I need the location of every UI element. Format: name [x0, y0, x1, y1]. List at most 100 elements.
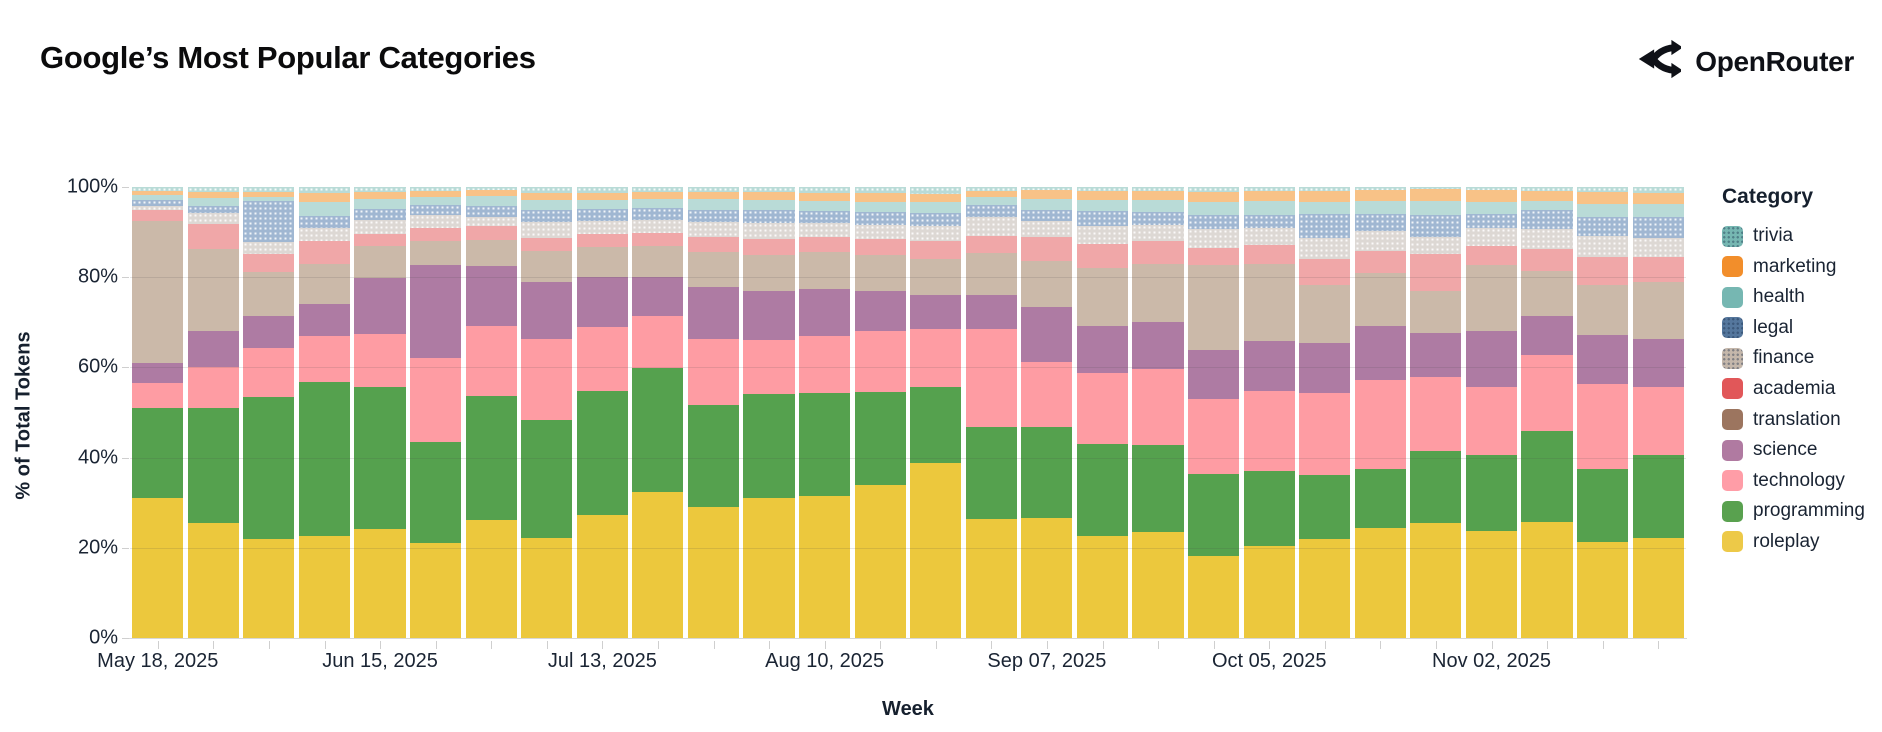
bar-segment-science[interactable]	[1577, 334, 1629, 384]
bar-segment-programming[interactable]	[465, 396, 517, 521]
bar-segment-programming[interactable]	[410, 441, 462, 543]
bar-segment-technology[interactable]	[1243, 390, 1295, 472]
bar-segment-finance[interactable]	[854, 225, 906, 239]
bar-segment-health[interactable]	[243, 196, 295, 202]
stacked-bar-sep-21-2025[interactable]	[1132, 187, 1184, 638]
stacked-bar-jul-27-2025[interactable]	[687, 187, 740, 638]
legend-item-marketing[interactable]: marketing	[1722, 256, 1865, 278]
stacked-bar-aug-31-2025[interactable]	[965, 187, 1017, 638]
bar-segment-trivia[interactable]	[576, 187, 628, 193]
bar-segment-finance[interactable]	[799, 223, 851, 237]
bar-segment-translation[interactable]	[799, 252, 851, 289]
bar-segment-translation[interactable]	[465, 240, 517, 267]
bar-segment-legal[interactable]	[576, 208, 628, 222]
bar-segment-technology[interactable]	[410, 357, 462, 442]
bar-segment-legal[interactable]	[354, 208, 406, 221]
bar-segment-programming[interactable]	[1132, 444, 1184, 533]
bar-segment-marketing[interactable]	[854, 193, 906, 202]
bar-segment-roleplay[interactable]	[1243, 546, 1295, 638]
legend-item-health[interactable]: health	[1722, 286, 1865, 308]
bar-segment-legal[interactable]	[465, 205, 517, 218]
stacked-bar-oct-05-2025[interactable]	[1243, 187, 1295, 638]
bar-segment-finance[interactable]	[410, 215, 462, 229]
bar-segment-translation[interactable]	[687, 251, 740, 287]
bar-segment-translation[interactable]	[521, 251, 573, 282]
bar-segment-programming[interactable]	[632, 368, 684, 493]
stacked-bar-nov-09-2025[interactable]	[1521, 187, 1573, 638]
bar-segment-technology[interactable]	[243, 348, 295, 398]
bar-segment-science[interactable]	[965, 295, 1017, 330]
bar-segment-finance[interactable]	[1132, 224, 1184, 242]
bar-segment-science[interactable]	[854, 290, 906, 332]
bar-segment-science[interactable]	[1410, 332, 1462, 378]
bar-segment-finance[interactable]	[298, 227, 351, 242]
stacked-bar-jul-06-2025[interactable]	[521, 187, 573, 638]
bar-segment-health[interactable]	[298, 201, 351, 217]
bar-segment-academia[interactable]	[1521, 248, 1573, 271]
bar-segment-translation[interactable]	[743, 254, 795, 291]
bar-segment-science[interactable]	[410, 264, 462, 358]
bar-segment-translation[interactable]	[1354, 273, 1406, 327]
bar-segment-marketing[interactable]	[187, 192, 239, 198]
bar-segment-technology[interactable]	[1354, 379, 1406, 469]
bar-segment-trivia[interactable]	[410, 187, 462, 191]
bar-segment-trivia[interactable]	[1410, 187, 1462, 190]
bar-segment-roleplay[interactable]	[632, 492, 684, 638]
bar-segment-technology[interactable]	[521, 339, 573, 421]
bar-segment-marketing[interactable]	[1299, 190, 1351, 202]
bar-segment-trivia[interactable]	[521, 187, 573, 194]
bar-segment-finance[interactable]	[465, 217, 517, 226]
bar-segment-health[interactable]	[1465, 201, 1518, 214]
bar-segment-translation[interactable]	[1188, 264, 1240, 350]
stacked-bar-nov-16-2025[interactable]	[1577, 187, 1629, 638]
bar-segment-trivia[interactable]	[354, 187, 406, 192]
bar-segment-marketing[interactable]	[298, 193, 351, 202]
bar-segment-trivia[interactable]	[1021, 187, 1073, 190]
bar-segment-academia[interactable]	[965, 235, 1017, 253]
legend-item-legal[interactable]: legal	[1722, 317, 1865, 339]
bar-segment-technology[interactable]	[298, 335, 351, 382]
bar-segment-finance[interactable]	[1410, 236, 1462, 254]
bar-segment-legal[interactable]	[1299, 213, 1351, 239]
bar-segment-roleplay[interactable]	[910, 462, 962, 638]
bar-segment-trivia[interactable]	[132, 187, 184, 191]
bar-segment-trivia[interactable]	[854, 187, 906, 194]
bar-segment-translation[interactable]	[1299, 284, 1351, 343]
bar-segment-translation[interactable]	[243, 271, 295, 316]
bar-segment-academia[interactable]	[465, 225, 517, 241]
bar-segment-legal[interactable]	[687, 209, 740, 223]
bar-segment-legal[interactable]	[743, 209, 795, 224]
bar-segment-translation[interactable]	[1465, 264, 1518, 331]
bar-segment-science[interactable]	[1188, 349, 1240, 399]
bar-segment-technology[interactable]	[1577, 383, 1629, 469]
bar-segment-academia[interactable]	[354, 234, 406, 247]
bar-segment-trivia[interactable]	[1076, 187, 1129, 191]
bar-segment-technology[interactable]	[1632, 386, 1684, 455]
bar-segment-finance[interactable]	[1577, 235, 1629, 258]
bar-segment-legal[interactable]	[521, 209, 573, 223]
stacked-bar-jul-20-2025[interactable]	[632, 187, 684, 638]
bar-segment-trivia[interactable]	[1632, 187, 1684, 193]
bar-segment-health[interactable]	[854, 201, 906, 212]
bar-segment-translation[interactable]	[1410, 291, 1462, 333]
bar-segment-trivia[interactable]	[1299, 187, 1351, 191]
bar-segment-health[interactable]	[1577, 204, 1629, 218]
stacked-bar-aug-24-2025[interactable]	[910, 187, 962, 638]
openrouter-logo[interactable]: OpenRouter	[1635, 36, 1854, 87]
bar-segment-translation[interactable]	[1076, 268, 1129, 326]
stacked-bar-may-25-2025[interactable]	[187, 187, 239, 638]
stacked-bar-sep-07-2025[interactable]	[1021, 187, 1073, 638]
bar-segment-marketing[interactable]	[743, 192, 795, 200]
bar-segment-programming[interactable]	[132, 408, 184, 499]
bar-segment-technology[interactable]	[1076, 373, 1129, 445]
bar-segment-legal[interactable]	[298, 216, 351, 228]
bar-segment-technology[interactable]	[1521, 354, 1573, 431]
bar-segment-finance[interactable]	[187, 212, 239, 225]
stacked-bar-sep-14-2025[interactable]	[1076, 187, 1129, 638]
bar-segment-finance[interactable]	[1021, 221, 1073, 238]
bar-segment-legal[interactable]	[1521, 210, 1573, 230]
bar-segment-academia[interactable]	[576, 233, 628, 248]
bar-segment-legal[interactable]	[243, 201, 295, 242]
bar-segment-science[interactable]	[132, 362, 184, 384]
bar-segment-science[interactable]	[298, 304, 351, 336]
